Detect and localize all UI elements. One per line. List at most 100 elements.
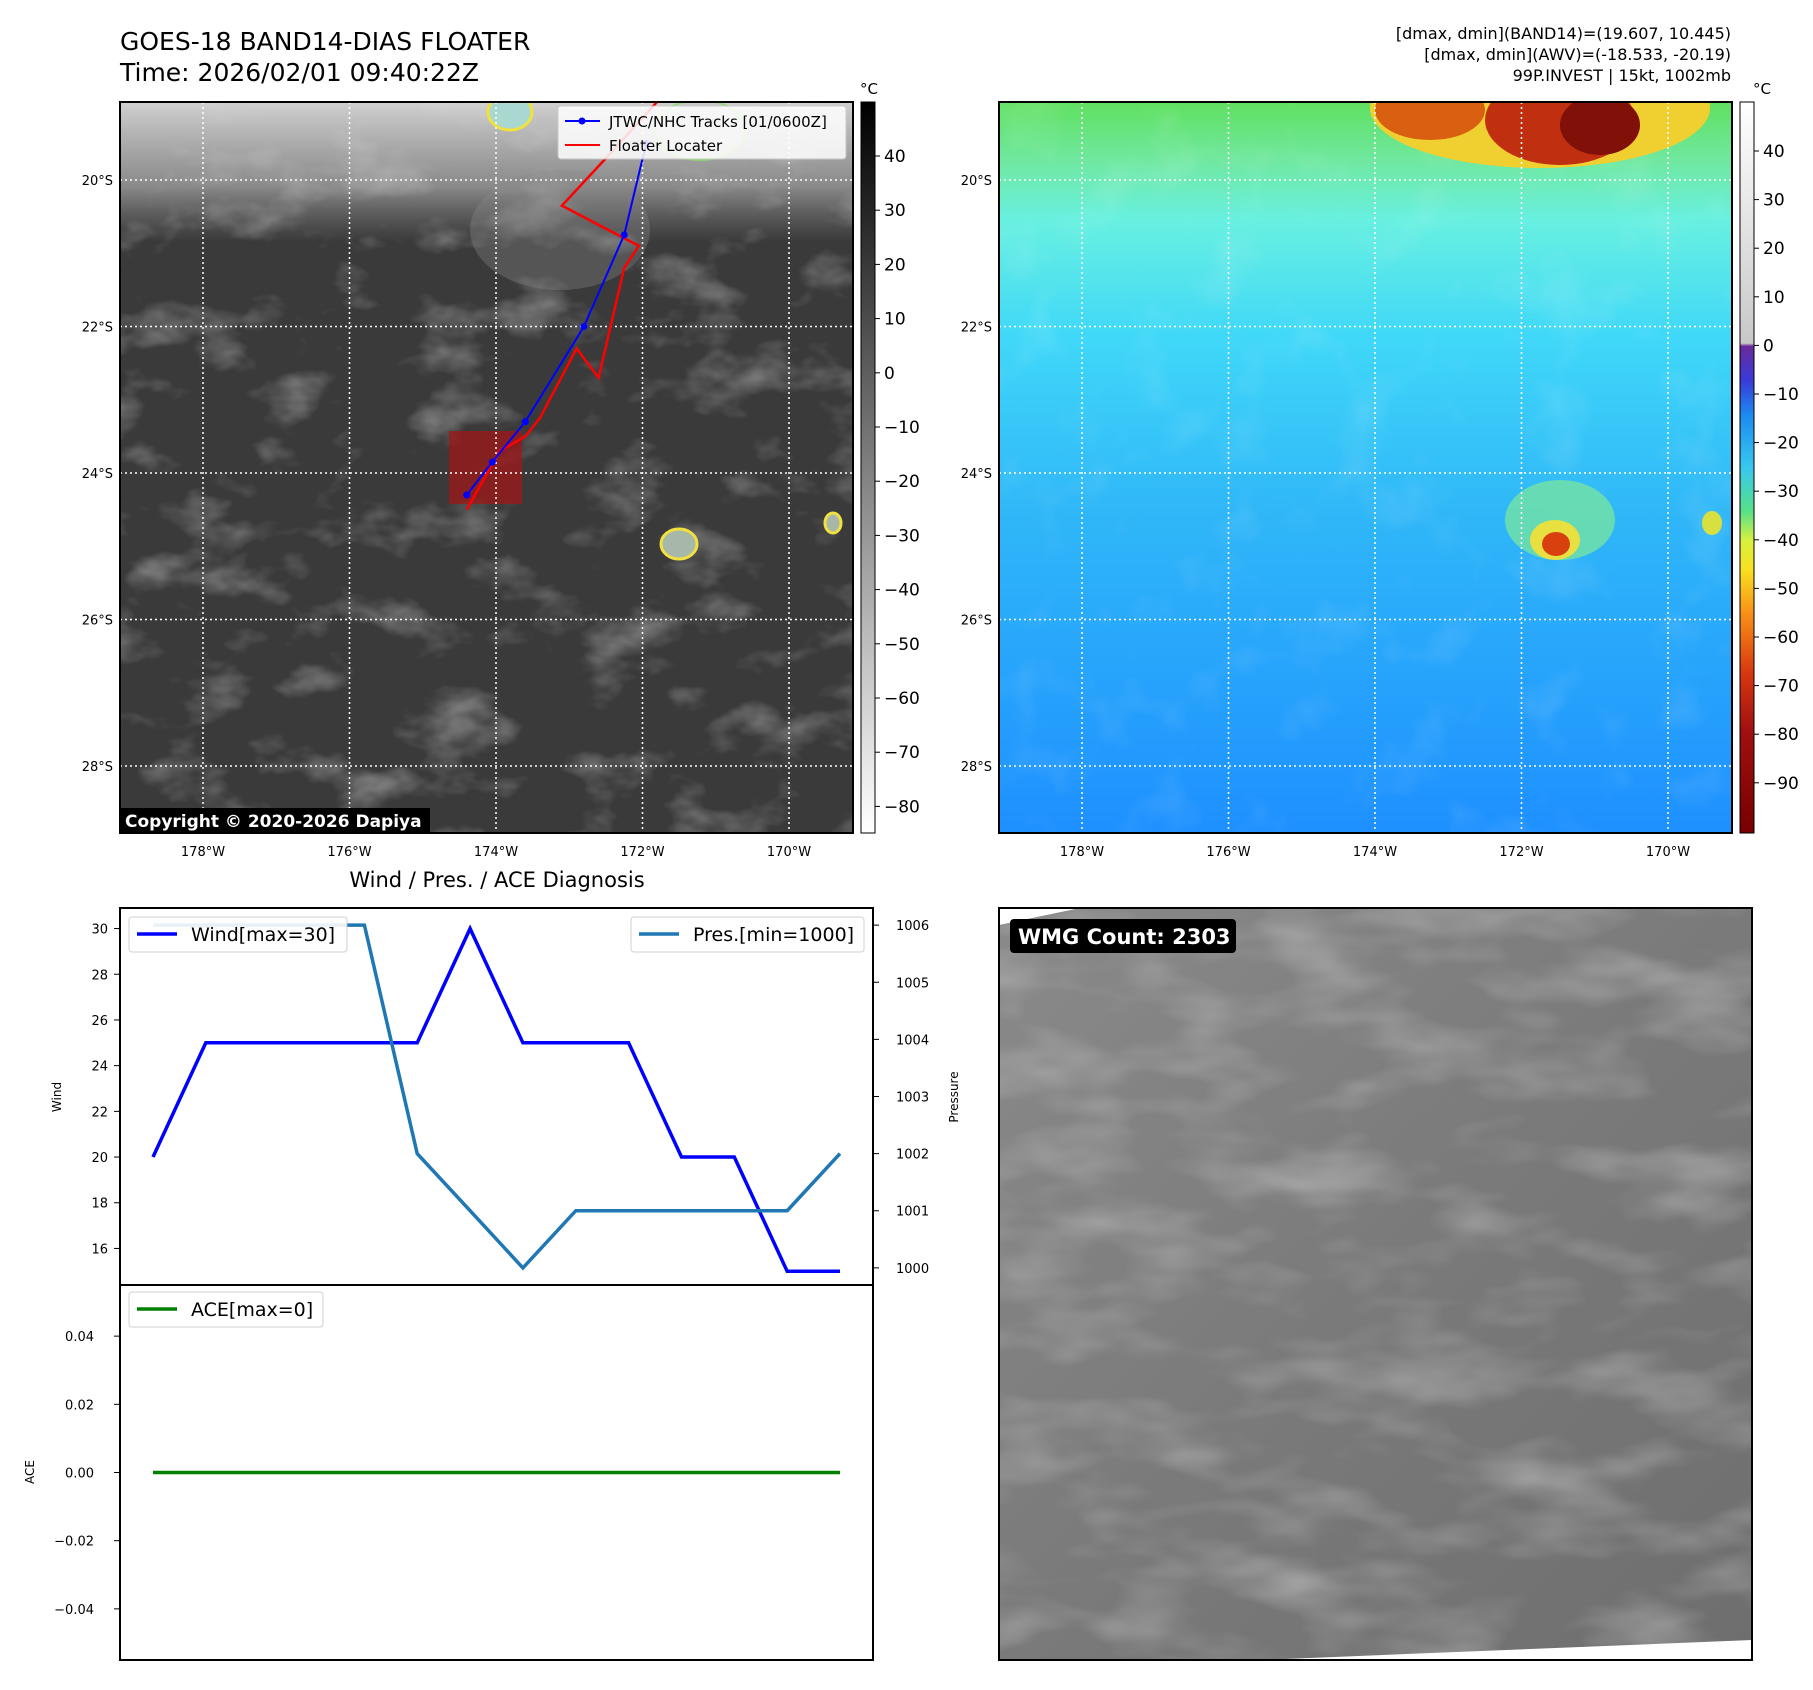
ir-map-frame xyxy=(119,101,854,834)
colorbar-tick-label: 20 xyxy=(884,255,906,275)
wmg-count-badge xyxy=(1010,919,1236,953)
jtwc-track-point xyxy=(463,491,471,499)
jtwc-track-point xyxy=(580,323,588,330)
colorbar-tick-label: −20 xyxy=(1763,434,1799,454)
convection-cell-core xyxy=(1542,532,1570,556)
stats-storm: 99P.INVEST | 15kt, 1002mb xyxy=(1513,66,1731,85)
lon-tick-label: 174°W xyxy=(1353,845,1397,860)
wind-tick-label: 18 xyxy=(91,1197,108,1212)
ir-cloud-streak xyxy=(470,170,650,290)
colorbar-tick-label: −20 xyxy=(884,472,920,492)
colorbar-tick-label: −30 xyxy=(1763,482,1799,502)
wmg-texture xyxy=(999,908,1752,1660)
colorbar-tick-label: −50 xyxy=(1763,579,1799,599)
ir-convective-cell-east xyxy=(823,511,843,535)
colorbar-tick-label: −90 xyxy=(1763,774,1799,794)
jtwc-track-point xyxy=(620,231,628,239)
colorbar-tick-label: −10 xyxy=(1763,385,1799,405)
lon-tick-label: 170°W xyxy=(767,845,811,860)
pressure-tick-label: 1005 xyxy=(896,976,929,991)
colorbar-tick-label: −70 xyxy=(884,743,920,763)
colorbar-tick-label: 30 xyxy=(884,201,906,221)
wmg-count-label: WMG Count: 2303 xyxy=(1018,925,1231,949)
ir-map-legend: JTWC/NHC Tracks [01/0600Z] Floater Locat… xyxy=(557,105,847,160)
wind-tick-label: 22 xyxy=(91,1105,108,1120)
pressure-tick-label: 1001 xyxy=(896,1205,929,1220)
colorbar-tick-label: −80 xyxy=(1763,725,1799,745)
colorbar-tick-label: −60 xyxy=(1763,628,1799,648)
pressure-tick-label: 1004 xyxy=(896,1033,929,1048)
ace-tick-label: 0.02 xyxy=(65,1398,94,1413)
color-lat-labels: 20°S 22°S 24°S 26°S 28°S xyxy=(961,174,992,775)
lat-tick-label: 28°S xyxy=(82,760,113,775)
pressure-tick-label: 1000 xyxy=(896,1262,929,1277)
ace-legend-label: ACE[max=0] xyxy=(191,1299,313,1321)
cold-cloud-tops-north-core3 xyxy=(1560,102,1640,155)
lon-tick-label: 176°W xyxy=(327,845,371,860)
lat-tick-label: 26°S xyxy=(82,614,113,629)
wind-axis-label: Wind xyxy=(50,1082,64,1112)
diagnosis-title: Wind / Pres. / ACE Diagnosis xyxy=(349,868,644,892)
ace-axis-label: ACE xyxy=(23,1460,37,1484)
lon-tick-label: 170°W xyxy=(1646,845,1690,860)
lat-tick-label: 26°S xyxy=(961,614,992,629)
lat-tick-label: 20°S xyxy=(82,174,113,189)
colorbar-tick-label: −40 xyxy=(884,581,920,601)
pressure-legend: Pres.[min=1000] xyxy=(630,916,865,953)
stats-band14: [dmax, dmin](BAND14)=(19.607, 10.445) xyxy=(1396,24,1731,43)
ace-tick-label: 0.04 xyxy=(65,1330,94,1345)
ir-convective-cell xyxy=(659,527,699,561)
stats-awv: [dmax, dmin](AWV)=(-18.533, -20.19) xyxy=(1424,45,1731,64)
wind-y-ticks: 16 18 20 22 24 26 28 30 xyxy=(91,923,120,1257)
wind-series-line xyxy=(151,924,840,1274)
ir-lat-labels: 20°S 22°S 24°S 26°S 28°S xyxy=(82,174,113,775)
ace-tick-label: −0.04 xyxy=(54,1603,94,1618)
jtwc-track-line xyxy=(465,143,648,496)
color-map-texture xyxy=(999,102,1732,833)
wind-tick-label: 30 xyxy=(91,923,108,938)
wind-tick-label: 24 xyxy=(91,1060,108,1075)
color-map-frame xyxy=(998,101,1733,834)
pressure-legend-label: Pres.[min=1000] xyxy=(693,924,854,946)
colorbar-tick-label: 30 xyxy=(1763,191,1785,211)
legend-floater-label: Floater Locater xyxy=(609,137,723,155)
lon-labels: 178°W 176°W 174°W 172°W 170°W 178°W 176°W 174°W… xyxy=(181,845,1690,860)
jtwc-track-point xyxy=(488,458,496,466)
lat-tick-label: 20°S xyxy=(961,174,992,189)
lat-tick-label: 22°S xyxy=(82,321,113,336)
figure-time: Time: 2026/02/01 09:40:22Z xyxy=(119,58,479,87)
wind-tick-label: 28 xyxy=(91,968,108,983)
lat-tick-label: 24°S xyxy=(82,467,113,482)
figure-title: GOES-18 BAND14-DIAS FLOATER xyxy=(120,27,530,56)
colorbar-tick-label: −50 xyxy=(884,635,920,655)
lat-tick-label: 24°S xyxy=(961,467,992,482)
wind-chart-frame xyxy=(119,907,874,1286)
colorbar-tick-label: 10 xyxy=(1763,288,1785,308)
lon-tick-label: 178°W xyxy=(181,845,225,860)
wind-legend-label: Wind[max=30] xyxy=(191,924,335,946)
colorbar-tick-label: −60 xyxy=(884,689,920,709)
colorbar-tick-label: −30 xyxy=(884,526,920,546)
wind-tick-label: 16 xyxy=(91,1242,108,1257)
wmg-panel: WMG Count: 2303 xyxy=(998,907,1753,1661)
convection-cell-east xyxy=(1702,511,1722,535)
colorbar-tick-label: −70 xyxy=(1763,677,1799,697)
colorbar-tick-label: 20 xyxy=(1763,239,1785,259)
ace-tick-label: −0.02 xyxy=(54,1535,94,1550)
color-gridlines xyxy=(999,102,1732,833)
pressure-tick-label: 1006 xyxy=(896,919,929,934)
floater-box xyxy=(449,431,522,504)
ace-legend: ACE[max=0] xyxy=(128,1291,324,1328)
jtwc-track-point xyxy=(521,418,529,426)
color-colorbar xyxy=(1739,101,1755,834)
wind-tick-label: 20 xyxy=(91,1151,108,1166)
colorbar-tick-label: −40 xyxy=(1763,531,1799,551)
ir-colorbar xyxy=(860,101,876,834)
colorbar-tick-label: 40 xyxy=(1763,142,1785,162)
copyright-badge xyxy=(120,808,430,833)
wmg-no-data-wedge xyxy=(1260,1640,1752,1660)
colorbar-tick-label: 0 xyxy=(884,364,895,384)
lon-tick-label: 178°W xyxy=(1060,845,1104,860)
